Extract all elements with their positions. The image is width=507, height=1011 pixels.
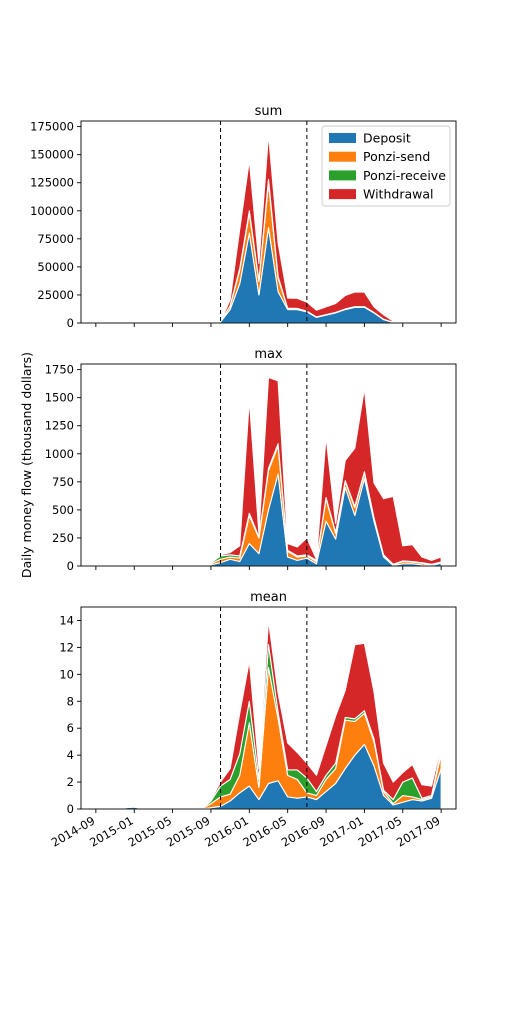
series-withdrawal-area: [104, 619, 442, 809]
legend-label-ponzi-send: Ponzi-send: [363, 149, 430, 164]
panel-content: [104, 619, 442, 809]
y-tick-label: 0: [67, 559, 74, 573]
y-axis-label: Daily money flow (thousand dollars): [19, 352, 34, 578]
legend-swatch-ponzi-send: [329, 151, 356, 162]
panel-content: [104, 376, 442, 566]
y-tick-label: 500: [52, 503, 74, 517]
plot-frame: [80, 363, 457, 567]
y-tick-label: 2: [67, 775, 74, 789]
y-tick-label: 175000: [30, 120, 74, 134]
y-tick-label: 75000: [37, 232, 74, 246]
y-tick-label: 12: [59, 640, 74, 654]
y-tick-label: 1000: [45, 447, 74, 461]
legend-box: [321, 125, 451, 207]
series-withdrawal-area: [104, 376, 442, 566]
y-tick-label: 125000: [30, 176, 74, 190]
legend-label-withdrawal: Withdrawal: [363, 187, 433, 202]
y-tick-label: 14: [59, 613, 74, 627]
y-tick-label: 250: [52, 531, 74, 545]
legend-swatch-withdrawal: [329, 189, 356, 200]
plot-frame: [80, 606, 457, 810]
panel-sum: sum 0 25000 50000 75000 100000 125000 150000 175…: [30, 104, 457, 330]
y-tick-label: 100000: [30, 204, 74, 218]
y-tick-label: 0: [67, 316, 74, 330]
legend-label-deposit: Deposit: [363, 131, 411, 146]
legend-swatch-deposit: [329, 133, 356, 143]
y-tick-label: 25000: [37, 288, 74, 302]
panel-title: max: [254, 347, 283, 362]
panel-title: sum: [255, 104, 283, 119]
legend-swatch-ponzi-receive: [329, 170, 356, 181]
panel-title: mean: [250, 590, 287, 605]
x-tick-label: 2017-09: [394, 813, 443, 849]
y-tick-label: 6: [67, 721, 74, 735]
y-tick-label: 4: [67, 748, 74, 762]
y-tick-label: 50000: [37, 260, 74, 274]
y-tick-label: 8: [67, 694, 74, 708]
y-tick-label: 0: [67, 802, 74, 816]
panel-max: max 0 250 500 750 1000 1250 1500 1750: [45, 347, 457, 573]
plot-frame: [80, 120, 457, 324]
legend: Deposit Ponzi-send Ponzi-receive Withdrawal: [321, 125, 451, 207]
y-tick-label: 1500: [45, 391, 74, 405]
y-tick-label: 1750: [45, 363, 74, 377]
y-tick-label: 150000: [30, 148, 74, 162]
y-tick-label: 1250: [45, 419, 74, 433]
legend-label-ponzi-receive: Ponzi-receive: [363, 168, 446, 183]
y-tick-label: 750: [52, 475, 74, 489]
y-tick-label: 10: [59, 667, 74, 681]
panel-mean: mean024681012142014-092015-012015-052015…: [49, 590, 457, 850]
